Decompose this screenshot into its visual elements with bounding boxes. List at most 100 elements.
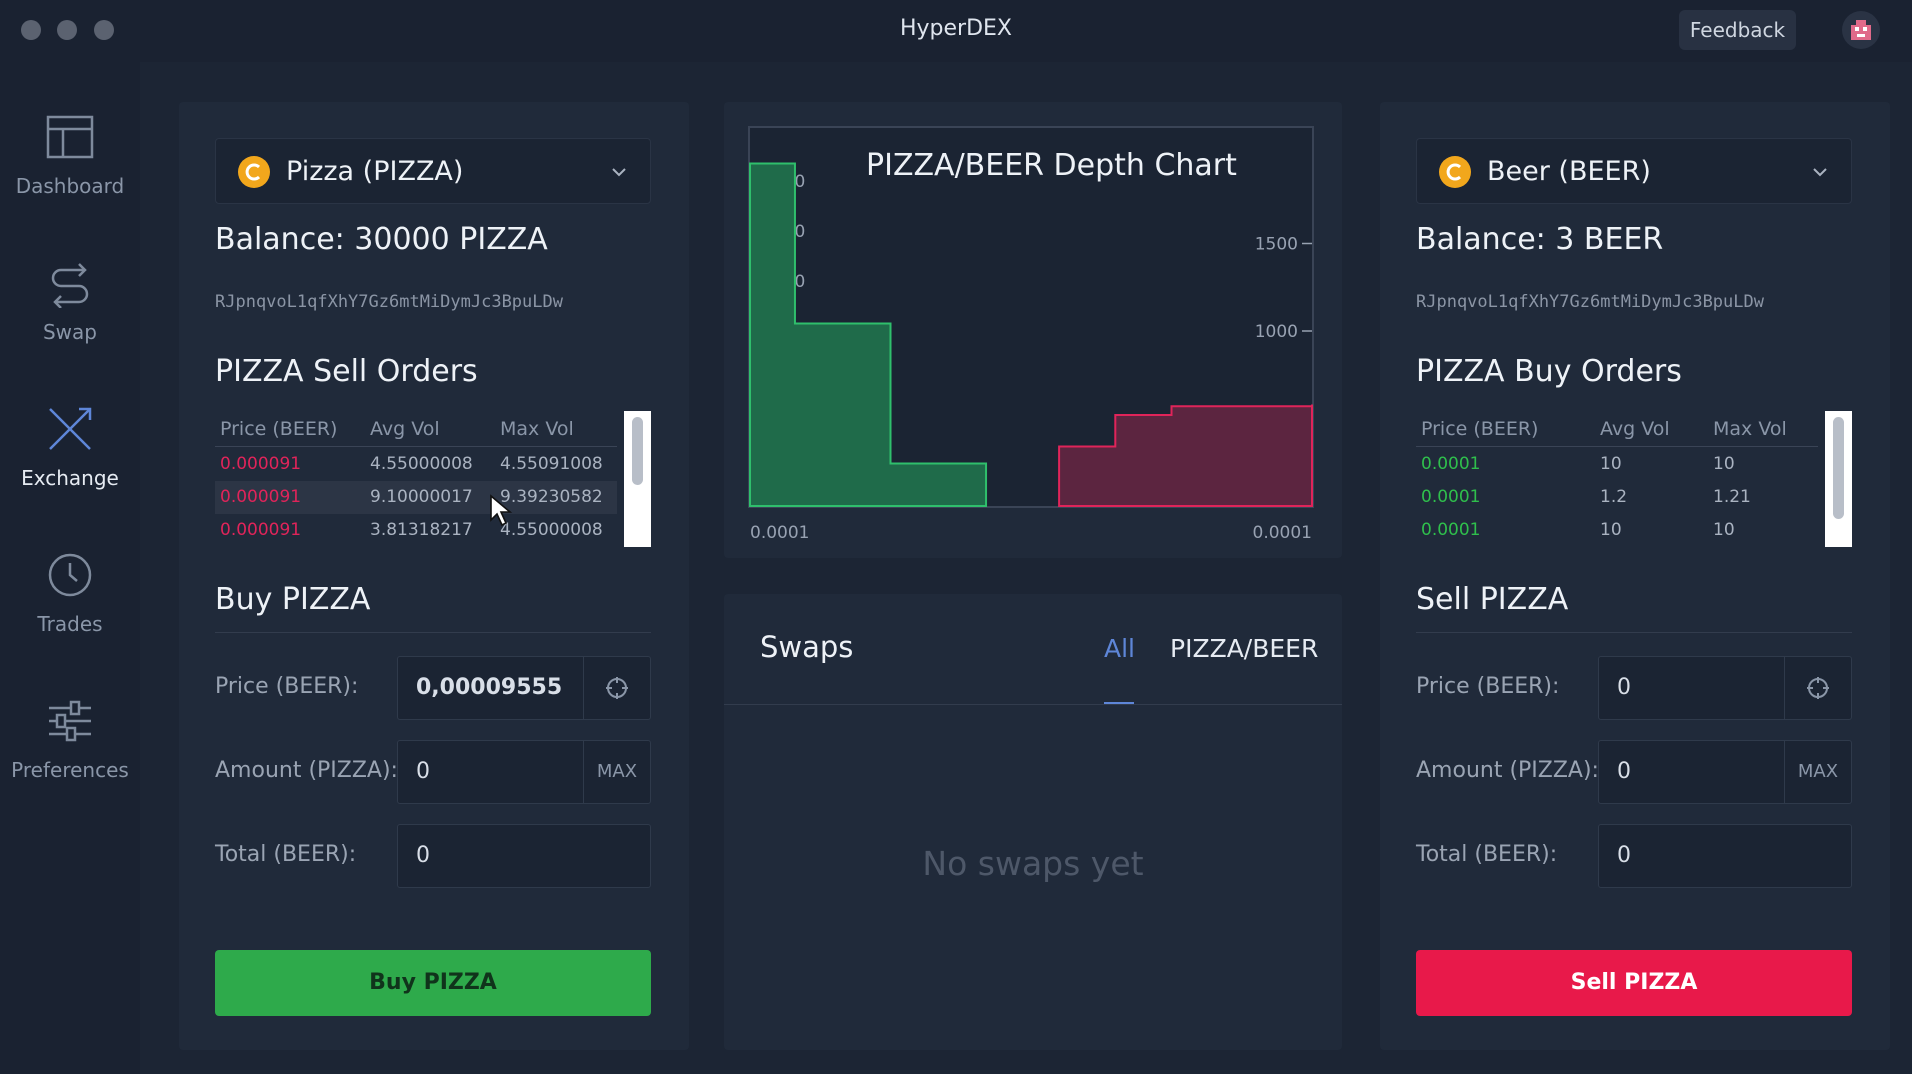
preferences-sliders-icon [49, 700, 91, 742]
amount-input[interactable]: 0 MAX [397, 740, 651, 804]
table-header-divider [1416, 446, 1818, 447]
sidebar-item-label: Preferences [11, 758, 129, 782]
app-title: HyperDEX [899, 16, 1013, 41]
column-header-price: Price (BEER) [1421, 418, 1539, 440]
divider [1416, 632, 1852, 633]
swaps-panel: Swaps All PIZZA/BEER No swaps yet [724, 594, 1342, 1050]
tab-pizza-beer[interactable]: PIZZA/BEER [1170, 634, 1319, 663]
order-max-vol: 4.55000008 [500, 520, 603, 540]
buy-button[interactable]: Buy PIZZA [215, 950, 651, 1016]
y-tick-label-right: 1000 [1255, 322, 1298, 342]
crosshair-icon [606, 677, 628, 699]
order-price: 0.0001 [1421, 487, 1481, 507]
order-max-vol: 4.55091008 [500, 454, 603, 474]
table-row[interactable]: 0.0001 10 10 [1416, 514, 1818, 547]
table-row[interactable]: 0.000091 3.81318217 4.55000008 [215, 514, 617, 547]
depth-chart-panel: 18001600140012001000800150010000.00010.0… [724, 102, 1342, 558]
sidebar-item-label: Exchange [21, 466, 119, 490]
avatar[interactable] [1842, 11, 1880, 49]
balance-label: Balance: 30000 PIZZA [215, 222, 548, 257]
sell-button[interactable]: Sell PIZZA [1416, 950, 1852, 1016]
order-max-vol: 10 [1713, 520, 1735, 540]
trades-clock-icon [48, 553, 92, 597]
y-tick-label-right: 1500 [1255, 235, 1298, 255]
crosshair-icon [1807, 677, 1829, 699]
empty-state-message: No swaps yet [922, 844, 1144, 883]
base-coin-select[interactable]: Pizza (PIZZA) [215, 138, 651, 204]
bid-depth-area [749, 162, 988, 507]
total-input[interactable]: 0 [1598, 824, 1852, 888]
sell-orders-title: PIZZA Sell Orders [215, 354, 478, 389]
sidebar-item-label: Trades [37, 612, 103, 636]
total-input-value: 0 [416, 843, 430, 868]
order-max-vol: 9.39230582 [500, 487, 603, 507]
x-tick-label-right: 0.0001 [1253, 523, 1312, 543]
price-input-value: 0 [1617, 675, 1631, 700]
sidebar-item-preferences[interactable]: Preferences [0, 696, 140, 816]
total-label: Total (BEER): [1416, 842, 1558, 867]
sidebar-item-exchange[interactable]: Exchange [0, 404, 140, 524]
sidebar-item-trades[interactable]: Trades [0, 550, 140, 670]
amount-input-value: 0 [416, 759, 430, 784]
buy-panel: Pizza (PIZZA) Balance: 30000 PIZZA RJpnq… [179, 102, 689, 1050]
table-row[interactable]: 0.0001 1.2 1.21 [1416, 481, 1818, 514]
wallet-address: RJpnqvoL1qfXhY7Gz6mtMiDymJc3BpuLDw [215, 292, 563, 312]
rel-coin-select[interactable]: Beer (BEER) [1416, 138, 1852, 204]
table-row[interactable]: 0.0001 10 10 [1416, 448, 1818, 481]
maximize-window-icon[interactable] [94, 20, 114, 40]
total-input[interactable]: 0 [397, 824, 651, 888]
order-avg-vol: 9.10000017 [370, 487, 473, 507]
active-tab-indicator [1104, 702, 1134, 705]
pizza-coin-icon [238, 156, 270, 188]
scrollbar-thumb[interactable] [1833, 417, 1844, 519]
exchange-icon [49, 407, 92, 450]
coin-name: Beer (BEER) [1487, 156, 1651, 187]
close-window-icon[interactable] [21, 20, 41, 40]
price-input[interactable]: 0 [1598, 656, 1852, 720]
order-price: 0.000091 [220, 520, 302, 540]
column-header-avg-vol: Avg Vol [370, 418, 440, 440]
sidebar-item-label: Swap [42, 320, 97, 344]
scrollbar-thumb[interactable] [632, 417, 643, 485]
price-target-button[interactable] [583, 657, 650, 719]
price-label: Price (BEER): [215, 674, 359, 699]
table-row[interactable]: 0.000091 4.55000008 4.55091008 [215, 448, 617, 481]
column-header-avg-vol: Avg Vol [1600, 418, 1670, 440]
price-input[interactable]: 0,00009555 [397, 656, 651, 720]
feedback-button[interactable]: Feedback [1679, 10, 1796, 50]
price-target-button[interactable] [1784, 657, 1851, 719]
column-header-max-vol: Max Vol [500, 418, 574, 440]
chevron-down-icon [612, 168, 626, 177]
buy-form-title: Buy PIZZA [215, 582, 371, 617]
amount-label: Amount (PIZZA): [215, 758, 398, 783]
total-input-value: 0 [1617, 843, 1631, 868]
order-max-vol: 1.21 [1713, 487, 1751, 507]
mouse-cursor-icon [490, 494, 513, 527]
sidebar-item-swap[interactable]: Swap [0, 258, 140, 378]
sell-panel: Beer (BEER) Balance: 3 BEER RJpnqvoL1qfX… [1380, 102, 1890, 1050]
order-avg-vol: 3.81318217 [370, 520, 473, 540]
total-label: Total (BEER): [215, 842, 357, 867]
column-header-price: Price (BEER) [220, 418, 338, 440]
orders-scrollbar[interactable] [624, 411, 651, 547]
buy-orders-title: PIZZA Buy Orders [1416, 354, 1682, 389]
order-price: 0.000091 [220, 454, 302, 474]
coin-name: Pizza (PIZZA) [286, 156, 464, 187]
sell-form-title: Sell PIZZA [1416, 582, 1569, 617]
order-price: 0.0001 [1421, 454, 1481, 474]
order-avg-vol: 10 [1600, 520, 1622, 540]
sidebar-item-label: Dashboard [15, 174, 125, 198]
orders-scrollbar[interactable] [1825, 411, 1852, 547]
amount-input[interactable]: 0 MAX [1598, 740, 1852, 804]
pixel-avatar-icon [1851, 20, 1871, 40]
sidebar-item-dashboard[interactable]: Dashboard [0, 112, 140, 232]
price-input-value: 0,00009555 [416, 675, 563, 700]
chart-title: PIZZA/BEER Depth Chart [866, 148, 1237, 183]
max-button[interactable]: MAX [1784, 741, 1851, 803]
order-price: 0.0001 [1421, 520, 1481, 540]
amount-label: Amount (PIZZA): [1416, 758, 1599, 783]
tab-all[interactable]: All [1104, 634, 1135, 663]
table-row[interactable]: 0.000091 9.10000017 9.39230582 [215, 481, 617, 514]
max-button[interactable]: MAX [583, 741, 650, 803]
minimize-window-icon[interactable] [57, 20, 77, 40]
